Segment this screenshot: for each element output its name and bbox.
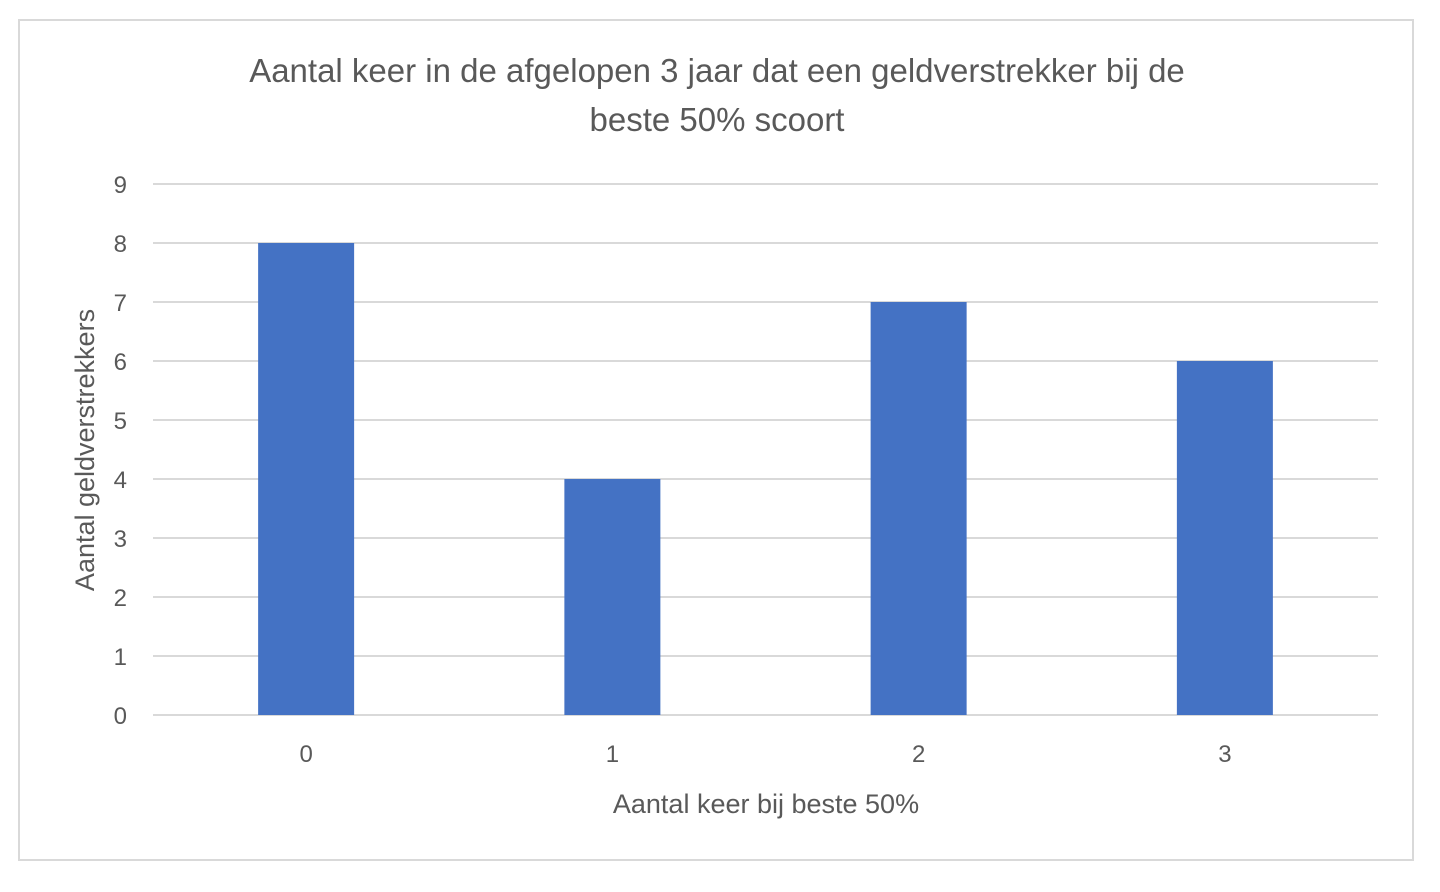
bar [258,243,355,715]
bars [258,243,1273,715]
x-tick-label: 2 [912,741,925,768]
y-tick-label: 8 [114,231,127,258]
y-tick-label: 5 [114,408,127,435]
x-axis-title: Aantal keer bij beste 50% [613,789,919,819]
chart-title: Aantal keer in de afgelopen 3 jaar dat e… [249,52,1185,138]
gridlines [153,183,1378,716]
y-tick-label: 2 [114,585,127,612]
chart-title-line: Aantal keer in de afgelopen 3 jaar dat e… [249,52,1185,89]
y-axis-title: Aantal geldverstrekkers [70,309,100,591]
x-tick-label: 1 [606,741,619,768]
y-tick-label: 3 [114,526,127,553]
y-tick-label: 1 [114,644,127,671]
y-tick-label: 4 [114,467,127,494]
y-tick-label: 0 [114,703,127,730]
x-tick-label: 0 [299,741,312,768]
x-tick-label: 3 [1218,741,1231,768]
y-tick-label: 6 [114,349,127,376]
bar [870,302,967,715]
y-tick-label: 7 [114,290,127,317]
bar [1176,361,1273,715]
y-axis-ticks: 0 1 2 3 4 5 6 7 8 9 [114,172,127,730]
y-tick-label: 9 [114,172,127,199]
chart-title-line: beste 50% scoort [590,101,845,138]
bar [564,479,661,715]
x-axis-ticks: 0 1 2 3 [299,741,1231,768]
